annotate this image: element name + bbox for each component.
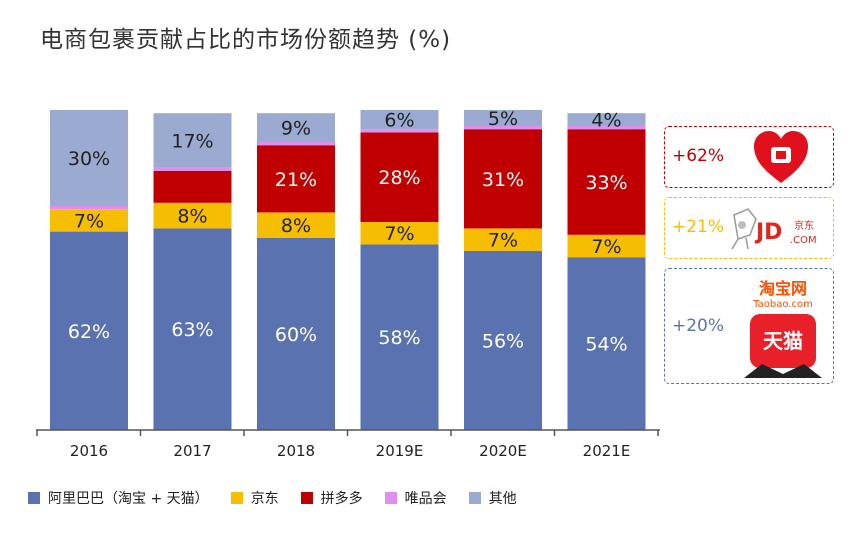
legend-label-2: 拼多多: [320, 491, 363, 507]
data-label-4-3: 6%: [384, 110, 414, 132]
bar-segment-2-4: [464, 129, 542, 229]
bar-segment-0-2: [257, 238, 335, 430]
legend-item-2: 拼多多: [300, 488, 363, 508]
legend-swatch-3: [384, 492, 397, 504]
legend-swatch-0: [28, 492, 40, 504]
jd-callout: [664, 197, 834, 259]
x-tick-label-2: 2018: [277, 442, 315, 460]
x-tick-label-0: 2016: [70, 442, 108, 460]
bar-segment-1-4: [464, 228, 542, 251]
jd-logo: JD 京东 .COM: [731, 208, 817, 250]
x-tick-label-4: 2020E: [479, 442, 527, 460]
bar-segment-2-5: [567, 129, 646, 235]
data-label-0-4: 56%: [482, 330, 524, 352]
jd-growth: +21%: [672, 217, 725, 237]
bar-segment-3-2: [257, 142, 335, 146]
jd-logo-small: 京东: [794, 219, 814, 232]
data-label-2-2: 21%: [275, 169, 317, 191]
bar-segment-2-3: [360, 132, 439, 222]
data-label-4-2: 9%: [281, 118, 311, 140]
taobao-logo-sub: Taobao.com: [752, 299, 813, 310]
legend-item-4: 其他: [468, 488, 517, 508]
data-label-0-0: 62%: [68, 321, 110, 343]
data-label-1-2: 8%: [281, 215, 311, 237]
bar-segment-1-2: [257, 212, 335, 238]
chart-title: 电商包裹贡献占比的市场份额趋势 (%): [40, 27, 452, 53]
bar-segment-0-5: [567, 257, 646, 430]
legend-item-1: 京东: [230, 488, 279, 508]
bar-segment-3-1: [153, 167, 232, 171]
bar-segment-4-3: [360, 110, 439, 130]
legend-swatch-2: [300, 492, 313, 504]
taobao-logo-text: 淘宝网: [759, 279, 807, 298]
legend-item-3: 唯品会: [384, 488, 447, 508]
data-label-2-4: 31%: [482, 169, 524, 191]
bar-segment-4-4: [464, 110, 542, 126]
bar-segment-4-2: [257, 113, 335, 142]
legend-label-1: 京东: [250, 491, 279, 507]
data-label-1-5: 7%: [591, 236, 621, 258]
legend-label-4: 其他: [488, 491, 517, 507]
x-tick-label-1: 2017: [173, 442, 211, 460]
data-label-4-1: 17%: [171, 130, 213, 152]
pinduoduo-growth: +62%: [672, 146, 725, 166]
data-label-1-3: 7%: [384, 223, 414, 245]
x-tick-label-3: 2019E: [376, 442, 424, 460]
data-label-1-0: 7%: [74, 210, 104, 232]
data-labels-group: 62% 7% 30% 63% 8% 17% 60% 8% 21% 9% 58% 7% 28% 6% 56% 7…: [68, 108, 628, 356]
pinduoduo-callout: [664, 126, 834, 188]
data-label-2-3: 28%: [378, 167, 420, 189]
bar-segment-1-5: [567, 234, 646, 258]
bar-segment-1-1: [153, 202, 232, 229]
bar-segment-0-0: [50, 231, 128, 430]
bar-segment-3-4: [464, 126, 542, 130]
jd-logo-text: JD: [754, 220, 782, 245]
bar-segment-4-0: [50, 110, 128, 206]
bar-segment-3-3: [360, 129, 439, 133]
legend-label-3: 唯品会: [404, 491, 447, 507]
data-label-4-5: 4%: [591, 110, 621, 132]
data-label-0-5: 54%: [585, 334, 627, 356]
alibaba-callout: [664, 268, 834, 384]
pinduoduo-logo: [754, 131, 808, 183]
bar-segment-2-2: [257, 145, 335, 213]
data-label-4-4: 5%: [488, 108, 518, 130]
tmall-logo-text: 天猫: [763, 329, 803, 353]
taobao-tmall-logo: 淘宝网 Taobao.com 天猫: [744, 279, 822, 378]
x-axis: 2016 2017 2018 2019E 2020E 2021E: [36, 429, 660, 460]
bars-group: [50, 110, 646, 430]
bar-segment-2-1: [153, 170, 232, 203]
bar-segment-1-3: [360, 222, 439, 245]
bar-segment-0-1: [153, 228, 232, 430]
bar-segment-0-3: [360, 244, 439, 430]
bar-segment-3-5: [567, 126, 646, 130]
alibaba-growth: +20%: [672, 316, 725, 336]
bar-segment-4-1: [153, 113, 232, 168]
data-label-0-3: 58%: [378, 327, 420, 349]
bar-segment-0-4: [464, 250, 542, 430]
legend: 阿里巴巴（淘宝 + 天猫） 京东 拼多多 唯品会 其他: [28, 487, 539, 509]
data-label-1-4: 7%: [488, 230, 518, 252]
legend-swatch-1: [230, 492, 243, 504]
data-label-0-1: 63%: [171, 319, 213, 341]
data-label-1-1: 8%: [177, 206, 207, 228]
data-label-2-5: 33%: [585, 172, 627, 194]
data-label-0-2: 60%: [275, 324, 317, 346]
bar-segment-3-0: [50, 206, 128, 210]
bar-segment-1-0: [50, 209, 128, 232]
legend-item-0: 阿里巴巴（淘宝 + 天猫）: [28, 488, 209, 508]
bar-segment-4-5: [567, 113, 646, 126]
jd-logo-sub: .COM: [790, 235, 817, 246]
x-tick-label-5: 2021E: [583, 442, 631, 460]
legend-label-0: 阿里巴巴（淘宝 + 天猫）: [48, 491, 209, 507]
data-label-4-0: 30%: [68, 148, 110, 170]
legend-swatch-4: [468, 492, 481, 504]
